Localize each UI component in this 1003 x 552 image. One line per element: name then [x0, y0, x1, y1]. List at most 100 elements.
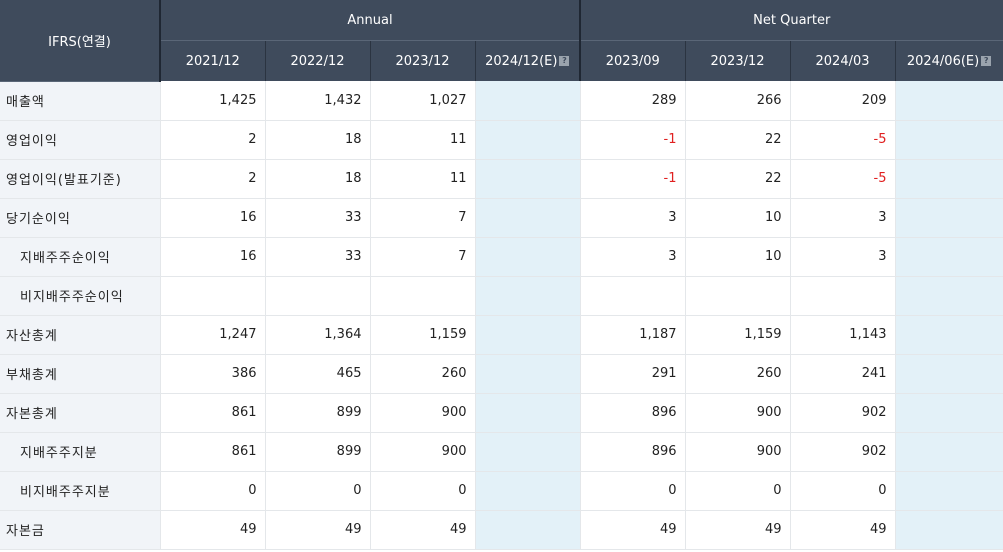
value-cell: 902 — [790, 393, 896, 433]
value-cell: 11 — [370, 159, 476, 199]
value-cell — [580, 276, 686, 316]
value-cell: 0 — [160, 471, 266, 511]
value-cell: 2 — [160, 159, 266, 199]
value-cell: 260 — [685, 354, 791, 394]
table-row: 비지배주주순이익 — [0, 276, 1003, 316]
value-cell: 896 — [580, 432, 686, 472]
row-label: 부채총계 — [0, 354, 161, 394]
value-cell: 49 — [685, 510, 791, 550]
value-cell: 10 — [685, 198, 791, 238]
value-cell: 1,364 — [265, 315, 371, 355]
value-cell: 2 — [160, 120, 266, 160]
value-cell — [685, 276, 791, 316]
help-icon[interactable]: ? — [981, 56, 992, 66]
period-header: 2022/12 — [265, 40, 371, 81]
value-cell: 900 — [685, 432, 791, 472]
value-cell: 3 — [580, 237, 686, 277]
period-header: 2024/03 — [790, 40, 896, 81]
value-cell: 3 — [580, 198, 686, 238]
value-cell: 900 — [685, 393, 791, 433]
table-body: 매출액 1,425 1,432 1,027 289 266 209 영업이익 2 18 11 -1 22… — [0, 81, 1003, 550]
value-cell — [370, 276, 476, 316]
row-label: 영업이익 — [0, 120, 161, 160]
value-cell: 49 — [370, 510, 476, 550]
value-cell: 1,143 — [790, 315, 896, 355]
value-cell: 49 — [790, 510, 896, 550]
table-row: 지배주주순이익 16 33 7 3 10 3 — [0, 237, 1003, 277]
estimate-cell — [895, 81, 1003, 121]
estimate-cell — [475, 237, 581, 277]
value-cell: 0 — [685, 471, 791, 511]
estimate-cell — [895, 276, 1003, 316]
estimate-cell — [475, 120, 581, 160]
estimate-cell — [895, 354, 1003, 394]
estimate-cell — [895, 237, 1003, 277]
table-row: 영업이익 2 18 11 -1 22 -5 — [0, 120, 1003, 160]
value-cell: 896 — [580, 393, 686, 433]
estimate-cell — [475, 354, 581, 394]
value-cell: 7 — [370, 198, 476, 238]
table-row: 영업이익(발표기준) 2 18 11 -1 22 -5 — [0, 159, 1003, 199]
row-label: 비지배주주지분 — [0, 471, 161, 511]
value-cell: 49 — [580, 510, 686, 550]
estimate-cell — [475, 471, 581, 511]
value-cell: 3 — [790, 198, 896, 238]
value-cell: 861 — [160, 393, 266, 433]
annual-group-header: Annual — [160, 0, 582, 41]
period-header: 2023/12 — [685, 40, 791, 81]
value-cell: 0 — [370, 471, 476, 511]
value-cell: -1 — [580, 159, 686, 199]
value-cell: 291 — [580, 354, 686, 394]
value-cell: -5 — [790, 120, 896, 160]
value-cell: 16 — [160, 237, 266, 277]
value-cell: 1,247 — [160, 315, 266, 355]
value-cell: 0 — [265, 471, 371, 511]
estimate-cell — [895, 159, 1003, 199]
quarter-group-header: Net Quarter — [580, 0, 1003, 41]
row-label: 비지배주주순이익 — [0, 276, 161, 316]
estimate-cell — [895, 120, 1003, 160]
estimate-cell — [895, 315, 1003, 355]
value-cell: 900 — [370, 432, 476, 472]
value-cell — [790, 276, 896, 316]
help-icon[interactable]: ? — [559, 56, 570, 66]
value-cell: 22 — [685, 159, 791, 199]
value-cell: 7 — [370, 237, 476, 277]
value-cell: 900 — [370, 393, 476, 433]
row-label: 영업이익(발표기준) — [0, 159, 161, 199]
value-cell: 16 — [160, 198, 266, 238]
table-row: 자산총계 1,247 1,364 1,159 1,187 1,159 1,143 — [0, 315, 1003, 355]
value-cell: 209 — [790, 81, 896, 121]
table-row: 지배주주지분 861 899 900 896 900 902 — [0, 432, 1003, 472]
value-cell: 3 — [790, 237, 896, 277]
estimate-cell — [895, 471, 1003, 511]
row-label: 지배주주순이익 — [0, 237, 161, 277]
value-cell: 266 — [685, 81, 791, 121]
value-cell: 386 — [160, 354, 266, 394]
value-cell: 0 — [790, 471, 896, 511]
row-label: 매출액 — [0, 81, 161, 121]
value-cell: 241 — [790, 354, 896, 394]
estimate-cell — [475, 510, 581, 550]
estimate-cell — [475, 198, 581, 238]
period-header: 2021/12 — [160, 40, 266, 81]
table-row: 비지배주주지분 0 0 0 0 0 0 — [0, 471, 1003, 511]
value-cell: 11 — [370, 120, 476, 160]
value-cell: -1 — [580, 120, 686, 160]
table-row: 당기순이익 16 33 7 3 10 3 — [0, 198, 1003, 238]
estimate-cell — [475, 159, 581, 199]
value-cell — [265, 276, 371, 316]
table-row: 매출액 1,425 1,432 1,027 289 266 209 — [0, 81, 1003, 121]
table-row: 부채총계 386 465 260 291 260 241 — [0, 354, 1003, 394]
value-cell: 33 — [265, 198, 371, 238]
value-cell: 1,027 — [370, 81, 476, 121]
period-header: 2023/09 — [580, 40, 686, 81]
period-header-estimate: 2024/12(E)? — [475, 40, 582, 81]
value-cell: 465 — [265, 354, 371, 394]
estimate-cell — [475, 315, 581, 355]
row-label: 자본금 — [0, 510, 161, 550]
value-cell: 1,159 — [370, 315, 476, 355]
value-cell: 49 — [265, 510, 371, 550]
estimate-cell — [895, 198, 1003, 238]
value-cell: 18 — [265, 120, 371, 160]
